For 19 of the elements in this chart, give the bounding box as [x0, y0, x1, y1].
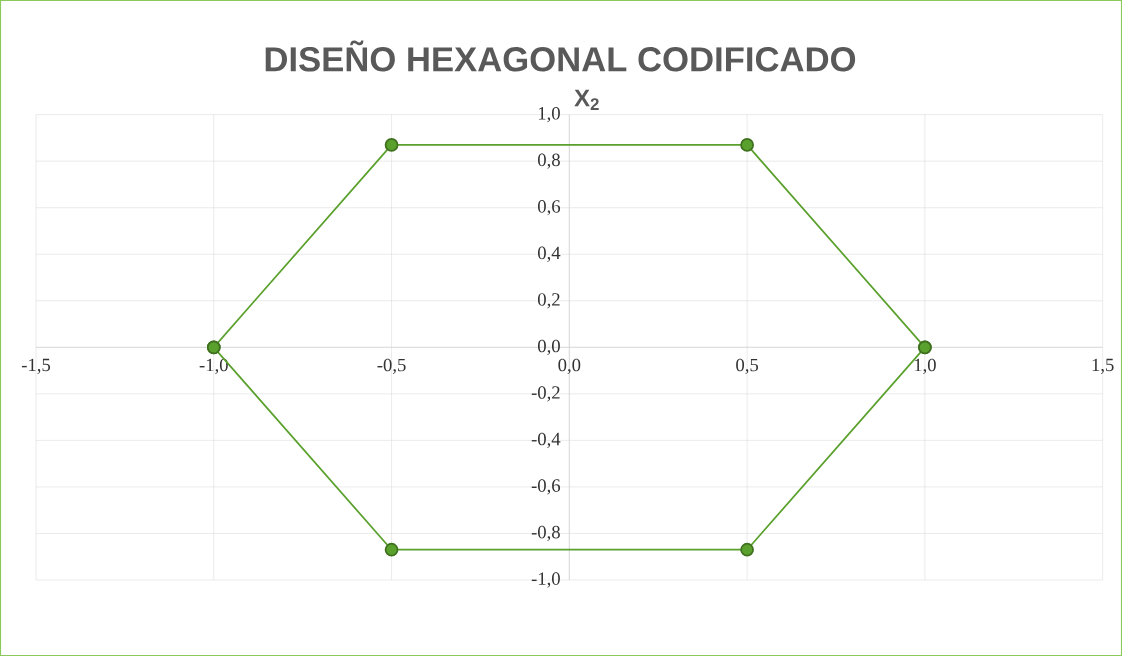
- y-tick-label: -1,0: [531, 572, 560, 588]
- y-tick-label: 0,8: [538, 153, 560, 169]
- y-axis-title: X$_{2}$: [574, 89, 599, 110]
- y-tick-label: 0,0: [538, 339, 560, 355]
- x-tick-label: 1,5: [1092, 358, 1114, 374]
- y-tick-label: -0,6: [531, 479, 561, 495]
- y-tick-label: -0,4: [531, 432, 561, 449]
- x-tick-label: 1,0: [914, 358, 936, 374]
- x-tick-label: 0,5: [736, 358, 759, 374]
- y-tick-label: -0,8: [531, 525, 560, 542]
- chart-title: DISEÑO HEXAGONAL CODIFICADO: [265, 40, 856, 72]
- y-tick-label: 0,2: [538, 293, 560, 309]
- y-tick-label: 0,4: [538, 246, 561, 262]
- x-tick-label: -1,5: [21, 358, 51, 374]
- y-tick-label: -0,2: [531, 386, 560, 402]
- x-tick-label: 0,0: [558, 358, 581, 374]
- y-tick-label: 0,6: [538, 200, 561, 216]
- x-tick-label: -0,5: [377, 358, 406, 374]
- y-tick-label: 1,0: [538, 107, 560, 123]
